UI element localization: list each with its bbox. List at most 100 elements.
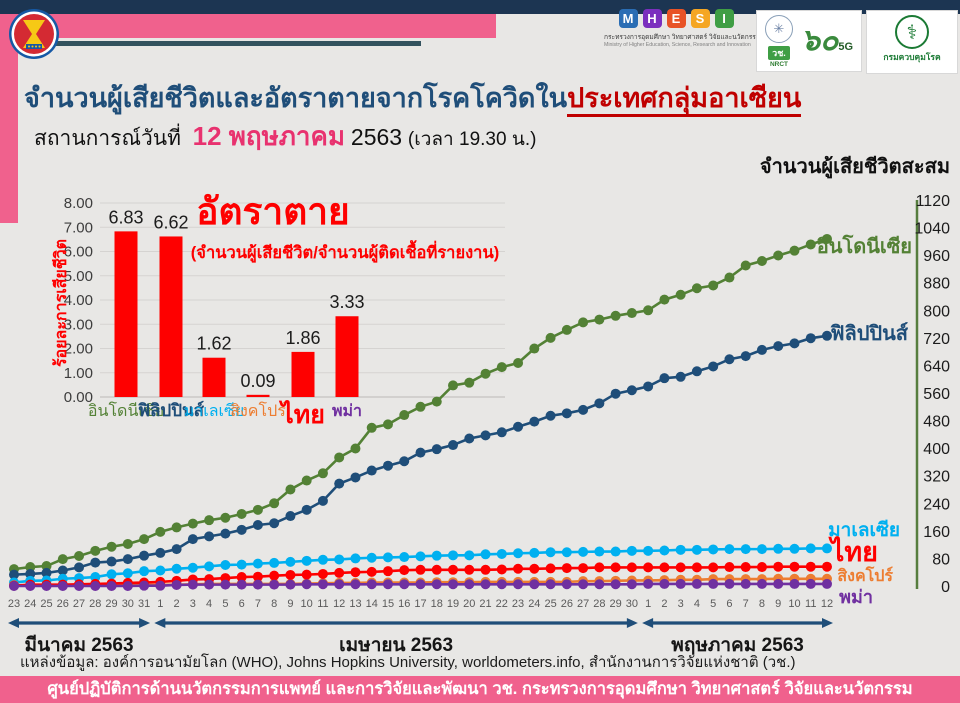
data-point [789,543,800,554]
date-tick: 2 [661,598,667,610]
date-tick: 9 [287,598,293,610]
mhesi-letter-i: I [714,9,734,28]
death-rate-subtitle: (จำนวนผู้เสียชีวิต/จำนวนผู้ติดเชื้อที่รา… [191,240,499,264]
data-point [724,354,735,365]
mhesi-name-thai: กระทรวงการอุดมศึกษา วิทยาศาสตร์ วิจัยและ… [604,34,761,41]
data-point [155,547,166,558]
date-tick: 26 [561,598,573,610]
data-point [399,410,410,421]
data-point [480,368,491,379]
data-point [496,362,507,373]
date-tick: 12 [333,598,345,610]
data-point [464,579,475,590]
data-point [122,554,133,565]
line-ytick: 240 [923,496,950,513]
data-point [171,563,182,574]
data-point [789,338,800,349]
bar-ytick: 2.00 [64,341,93,358]
data-point [350,567,361,578]
data-point [626,579,637,590]
data-point [659,373,670,384]
data-point [529,563,540,574]
data-point [252,571,263,582]
data-point [448,579,459,590]
nrct-abbr-thai: วช. [768,45,790,60]
data-point [204,579,215,590]
data-point [350,472,361,483]
data-point [773,561,784,572]
data-point [756,256,767,267]
data-point [252,504,263,515]
date-tick: 3 [678,598,684,610]
data-point [448,380,459,391]
accent-line [35,41,421,46]
mhesi-letter-e: E [666,9,686,28]
line-ytick: 640 [923,358,950,375]
data-point [691,562,702,573]
data-point [334,579,345,590]
date-tick: 23 [512,598,524,610]
data-point [610,579,621,590]
data-point [415,401,426,412]
data-point [25,581,36,591]
series-label-singapore: สิงคโปร์ [837,565,893,585]
pink-left-strip [0,38,18,223]
data-point [382,460,393,471]
data-point [285,579,296,590]
data-point [285,569,296,580]
line-ytick: 1120 [916,193,951,210]
data-point [513,563,524,574]
data-point [90,572,101,583]
ddc-name: กรมควบคุมโรค [883,52,941,62]
data-point [415,551,426,562]
month-label-march: มีนาคม 2563 [25,634,134,656]
bar-value-indonesia: 6.83 [108,207,143,227]
data-point [9,569,19,580]
data-point [643,562,654,573]
nrct-abbr-english: NRCT [769,60,789,68]
data-point [382,419,393,430]
footer-text: ศูนย์ปฏิบัติการด้านนวัตกรรมการแพทย์ และก… [47,680,913,698]
date-tick: 1 [645,598,651,610]
data-point [74,562,85,573]
bar-ytick: 5.00 [64,268,93,285]
data-point [724,272,735,283]
data-point [545,547,556,558]
data-point [236,579,247,590]
line-ytick: 0 [941,579,950,596]
data-point [139,550,150,561]
month-arrow-april [154,618,638,628]
page-title-main: จำนวนผู้เสียชีวิตและอัตราตายจากโรคโควิดใ… [24,83,568,113]
data-point [789,578,800,589]
data-point [740,578,751,589]
data-point [350,553,361,564]
data-point [187,534,198,545]
data-point [496,427,507,438]
data-point [317,468,328,479]
series-label-myanmar: พม่า [839,587,873,607]
mhesi-letter-m: M [618,9,638,28]
data-point [594,398,605,409]
date-tick: 3 [190,598,196,610]
data-point [187,518,198,529]
bar-label-thailand: ไทย [278,399,325,429]
data-point [480,564,491,575]
data-point [220,528,231,539]
line-ytick: 80 [932,551,950,568]
line-ytick: 320 [923,469,950,486]
date-tick: 28 [89,598,101,610]
date-tick: 16 [398,598,410,610]
status-time: (เวลา 19.30 น.) [407,129,537,150]
data-point [740,562,751,573]
data-point [513,358,524,369]
data-point [399,456,410,467]
data-point [691,544,702,555]
data-point [139,566,150,577]
date-tick: 29 [609,598,621,610]
data-point [513,548,524,559]
data-point [578,563,589,574]
page-title: จำนวนผู้เสียชีวิตและอัตราตายจากโรคโควิดใ… [24,76,802,119]
data-point [187,562,198,573]
